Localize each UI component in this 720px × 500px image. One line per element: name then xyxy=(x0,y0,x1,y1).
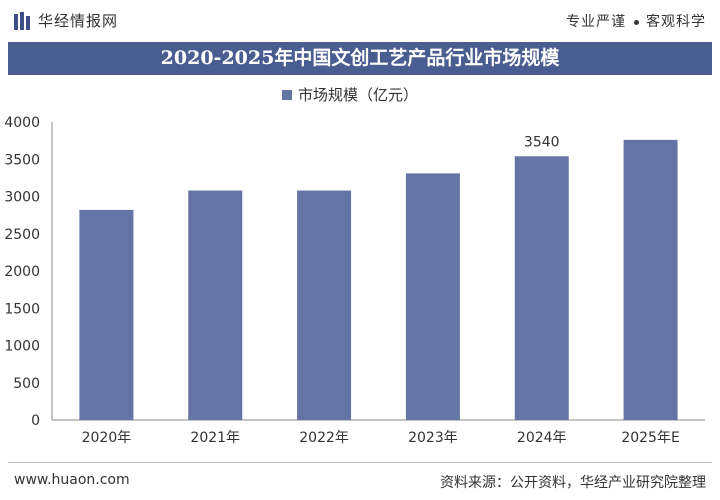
slogan: 专业严谨 客观科学 xyxy=(566,11,706,31)
y-tick-label: 2500 xyxy=(4,227,40,243)
chart-title: 2020-2025年中国文创工艺产品行业市场规模 xyxy=(8,42,712,75)
bar xyxy=(79,209,134,420)
y-tick-label: 1000 xyxy=(4,339,40,355)
bar xyxy=(297,190,352,420)
bar xyxy=(188,190,243,420)
y-tick-label: 0 xyxy=(31,413,40,429)
slogan-left: 专业严谨 xyxy=(566,14,627,30)
bar xyxy=(623,139,678,420)
x-tick-label: 2022年 xyxy=(299,430,349,446)
footer-source: 资料来源：公开资料，华经产业研究院整理 xyxy=(440,475,706,491)
footer-divider xyxy=(8,462,712,463)
x-tick-label: 2023年 xyxy=(408,430,458,446)
x-tick-label: 2020年 xyxy=(82,430,132,446)
x-tick-label: 2021年 xyxy=(190,430,240,446)
logo-icon xyxy=(14,11,30,30)
bar xyxy=(405,173,460,420)
bar-chart: 市场规模（亿元） 0 500 1000 1500 2000 2500 3000 3500 4000… xyxy=(4,86,705,446)
y-tick-label: 3000 xyxy=(4,190,40,206)
x-tick-label: 2025年E xyxy=(621,430,679,446)
top-bar: 华经情报网 专业严谨 客观科学 xyxy=(0,0,720,42)
legend-label: 市场规模（亿元） xyxy=(298,86,418,104)
y-tick-label: 1500 xyxy=(4,301,40,317)
legend-swatch xyxy=(282,90,292,100)
x-tick-label: 2024年 xyxy=(517,430,567,446)
data-label: 3540 xyxy=(524,134,560,150)
brand-logo: 华经情报网 xyxy=(14,10,118,31)
y-tick-label: 500 xyxy=(13,376,40,392)
bar xyxy=(514,156,569,420)
footer-website: www.huaon.com xyxy=(14,472,130,488)
y-tick-label: 2000 xyxy=(4,264,40,280)
y-tick-label: 4000 xyxy=(4,115,40,131)
slogan-right: 客观科学 xyxy=(646,14,706,30)
brand-name: 华经情报网 xyxy=(38,12,119,30)
separator-dot-icon xyxy=(633,19,639,25)
y-tick-label: 3500 xyxy=(4,152,40,168)
